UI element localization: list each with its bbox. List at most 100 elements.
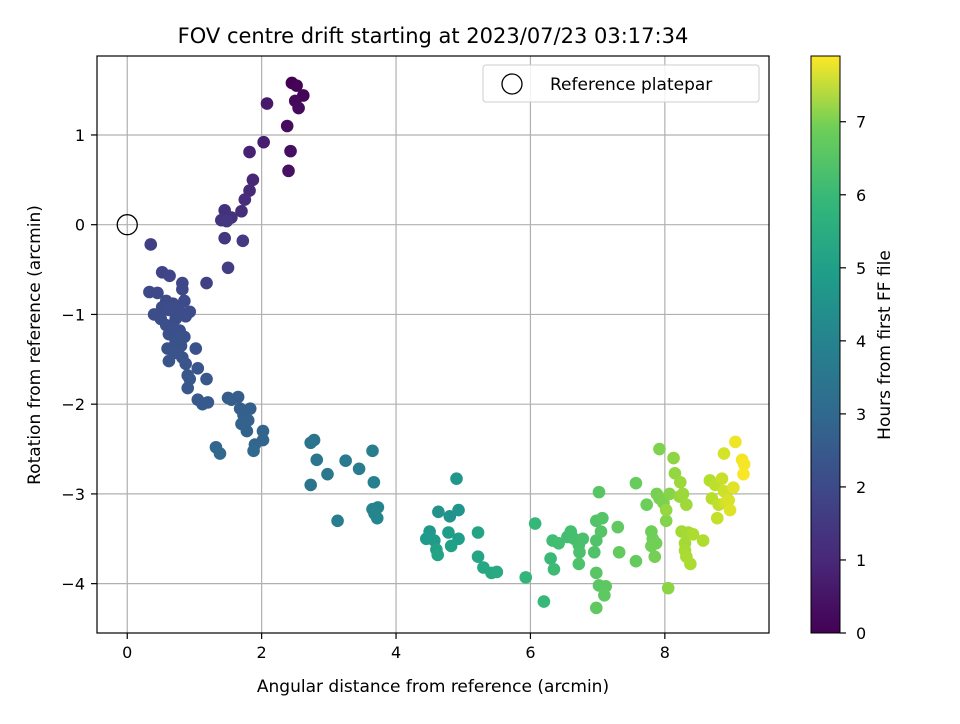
data-point [663, 487, 676, 501]
data-point [181, 381, 195, 395]
data-point [352, 462, 366, 476]
y-axis-label: Rotation from reference (arcmin) [25, 205, 45, 485]
data-point [490, 565, 504, 579]
data-point [659, 503, 673, 517]
colorbar-label: Hours from first FF file [875, 250, 895, 440]
x-tick-label: 2 [257, 643, 267, 662]
data-point [596, 511, 609, 525]
data-point [589, 566, 603, 580]
data-points [143, 76, 751, 615]
data-point [710, 511, 724, 525]
data-point [431, 548, 445, 562]
y-tick-label: −2 [61, 395, 85, 414]
legend-marker [501, 73, 523, 95]
data-point [653, 442, 666, 456]
data-point [717, 447, 731, 460]
data-point [519, 571, 533, 584]
data-point [443, 510, 457, 523]
data-point [213, 447, 227, 460]
data-point [684, 557, 697, 571]
data-point [696, 534, 710, 547]
data-point [179, 309, 193, 323]
data-point [162, 303, 176, 317]
data-point [282, 164, 295, 178]
data-point [200, 372, 213, 386]
data-point [680, 498, 693, 511]
data-point [576, 532, 590, 546]
data-point [661, 581, 675, 595]
x-axis-ticks: 0 2 4 6 8 [122, 633, 670, 662]
data-point [304, 478, 317, 492]
y-tick-label: 0 [75, 216, 85, 235]
data-point [544, 552, 557, 565]
data-point [629, 554, 643, 568]
data-point [612, 545, 626, 559]
data-point [640, 498, 653, 511]
plot-frame [96, 55, 770, 634]
x-tick-label: 4 [391, 643, 401, 662]
data-point [218, 231, 231, 245]
colorbar-tick-label: 6 [856, 186, 866, 205]
data-point [676, 487, 690, 501]
data-point [552, 536, 565, 550]
colorbar-tick-label: 1 [856, 551, 866, 570]
data-point [144, 238, 158, 251]
data-point [432, 505, 445, 519]
colorbar-tick-label: 7 [856, 113, 866, 132]
data-point [257, 135, 270, 149]
data-point [648, 550, 662, 564]
data-point [280, 119, 294, 133]
data-point [673, 475, 687, 489]
data-point [256, 424, 270, 438]
data-point [240, 424, 254, 438]
data-point [179, 357, 193, 371]
x-tick-label: 8 [660, 643, 670, 662]
data-point [292, 101, 305, 115]
data-point [442, 526, 455, 539]
y-tick-label: −1 [61, 305, 85, 324]
data-point [629, 476, 643, 490]
y-tick-label: −3 [61, 485, 85, 504]
data-point [260, 97, 274, 110]
x-tick-label: 6 [525, 643, 535, 662]
grid [97, 56, 769, 633]
data-point [715, 472, 729, 485]
data-point [722, 493, 735, 507]
legend-box [482, 64, 760, 103]
data-point [594, 525, 608, 538]
data-point [598, 589, 611, 602]
data-point [225, 393, 238, 406]
reference-marker-group [116, 214, 138, 236]
data-point [331, 514, 344, 528]
data-point [238, 193, 252, 206]
data-point [284, 144, 297, 158]
data-point [471, 550, 485, 564]
data-point [537, 595, 551, 608]
colorbar: 0 1 2 3 4 5 6 7 Hours from first FF file [810, 55, 895, 643]
data-point [339, 454, 352, 468]
colorbar-tick-label: 0 [856, 624, 866, 643]
data-point [304, 436, 317, 450]
data-point [592, 485, 606, 499]
data-point [290, 79, 303, 92]
data-point [528, 517, 542, 530]
data-point [547, 562, 561, 576]
data-point [611, 520, 625, 534]
data-point [191, 361, 205, 375]
data-point [236, 234, 250, 248]
y-axis-ticks: −4 −3 −2 −1 0 1 [61, 126, 97, 594]
data-point [247, 444, 260, 458]
data-point [729, 435, 742, 449]
data-point [370, 511, 384, 525]
data-point [686, 527, 700, 541]
data-point [310, 453, 324, 467]
data-point [189, 342, 203, 355]
legend-label: Reference platepar [550, 75, 712, 95]
data-point [589, 601, 603, 615]
data-point [737, 457, 751, 471]
data-point [321, 467, 334, 481]
y-tick-label: 1 [75, 126, 85, 145]
data-point [367, 475, 381, 489]
colorbar-tick-label: 5 [856, 259, 866, 278]
